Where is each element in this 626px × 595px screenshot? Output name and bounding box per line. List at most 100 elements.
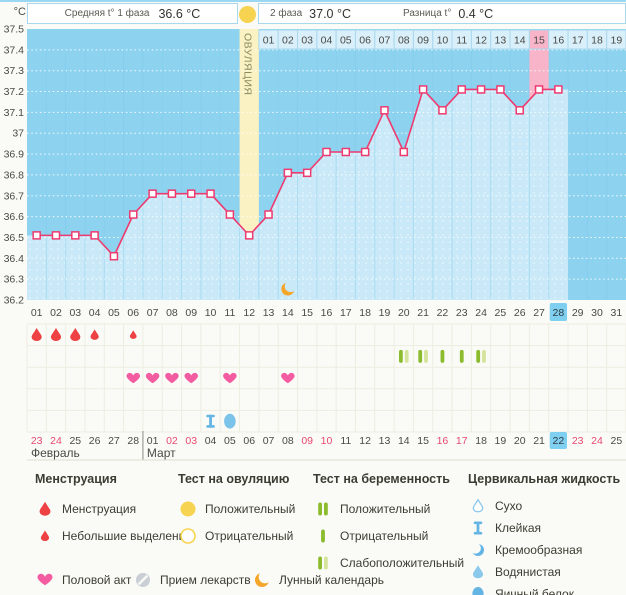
cycle-day-cell[interactable]: 08 xyxy=(166,307,178,319)
temp-point-day-19[interactable] xyxy=(380,106,389,115)
cycle-day-cell[interactable]: 29 xyxy=(572,307,584,319)
date-cell[interactable]: 21 xyxy=(533,435,545,447)
cycle-day-cell[interactable]: 06 xyxy=(127,307,139,319)
temp-point-day-21[interactable] xyxy=(418,85,428,94)
date-cell[interactable]: 26 xyxy=(89,435,101,447)
cycle-day-cell[interactable]: 18 xyxy=(359,307,371,319)
temp-point-day-13[interactable] xyxy=(264,210,273,219)
date-cell[interactable]: 25 xyxy=(69,435,81,447)
date-cell[interactable]: 06 xyxy=(243,435,255,447)
temp-point-day-15[interactable] xyxy=(302,168,312,178)
date-cell[interactable]: 02 xyxy=(166,435,178,447)
phase2-day-label: 11 xyxy=(456,35,467,47)
cycle-day-cell[interactable]: 25 xyxy=(495,307,507,319)
date-cell[interactable]: 11 xyxy=(340,435,351,447)
cycle-day-cell[interactable]: 11 xyxy=(224,307,235,319)
cycle-day-cell[interactable]: 05 xyxy=(108,307,120,319)
date-cell[interactable]: 09 xyxy=(301,435,313,447)
cycle-day-cell[interactable]: 13 xyxy=(263,307,275,319)
cycle-day-cell[interactable]: 31 xyxy=(610,307,622,319)
oval-filled-icon xyxy=(472,587,484,595)
cycle-day-cell[interactable]: 23 xyxy=(456,307,468,319)
date-cell[interactable]: 24 xyxy=(50,435,62,447)
date-cell[interactable]: 03 xyxy=(185,435,197,447)
temp-point-day-6[interactable] xyxy=(129,210,138,219)
date-cell[interactable]: 25 xyxy=(610,435,622,447)
cycle-day-cell[interactable]: 10 xyxy=(205,307,217,319)
cycle-day-cell[interactable]: 09 xyxy=(185,307,197,319)
temp-point-day-26[interactable] xyxy=(515,106,524,115)
legend-item-label: Положительный xyxy=(205,501,296,516)
temp-point-day-20[interactable] xyxy=(399,147,409,157)
date-cell[interactable]: 18 xyxy=(475,435,487,447)
temp-point-day-4[interactable] xyxy=(90,231,99,240)
temp-point-day-25[interactable] xyxy=(496,85,505,94)
temp-point-day-18[interactable] xyxy=(360,147,370,157)
date-cell[interactable]: 14 xyxy=(398,435,410,447)
date-cell[interactable]: 10 xyxy=(321,435,333,447)
temp-point-day-7[interactable] xyxy=(148,189,157,198)
date-cell[interactable]: 05 xyxy=(224,435,236,447)
date-cell[interactable]: 28 xyxy=(127,435,139,447)
date-cell[interactable]: 17 xyxy=(456,435,468,447)
cycle-day-cell[interactable]: 17 xyxy=(340,307,352,319)
cycle-day-cell[interactable]: 24 xyxy=(475,307,487,319)
temp-point-day-28[interactable] xyxy=(554,85,563,94)
temp-point-day-27[interactable] xyxy=(534,85,544,94)
cycle-day-cell[interactable]: 12 xyxy=(243,307,255,319)
cycle-day-cell[interactable]: 03 xyxy=(69,307,81,319)
temp-point-day-14[interactable] xyxy=(283,168,293,178)
cycle-day-cell[interactable]: 21 xyxy=(417,307,429,319)
date-cell[interactable]: 23 xyxy=(572,435,584,447)
temp-point-day-2[interactable] xyxy=(51,231,61,240)
temp-point-day-12[interactable] xyxy=(244,231,254,240)
cycle-day-cell[interactable]: 26 xyxy=(514,307,526,319)
date-cell[interactable]: 08 xyxy=(282,435,294,447)
cycle-day-cell[interactable]: 20 xyxy=(398,307,410,319)
temp-point-day-23[interactable] xyxy=(457,85,467,94)
date-cell[interactable]: 16 xyxy=(437,435,449,447)
cycle-day-cell[interactable]: 15 xyxy=(301,307,313,319)
legend-section: Тест на беременность Положительный Отриц… xyxy=(313,472,464,576)
date-cell[interactable]: 20 xyxy=(514,435,526,447)
temp-point-day-5[interactable] xyxy=(109,251,119,261)
date-cell[interactable]: 15 xyxy=(417,435,429,447)
date-cell[interactable]: 22 xyxy=(553,435,565,447)
temp-point-day-16[interactable] xyxy=(322,147,331,157)
date-cell[interactable]: 07 xyxy=(263,435,275,447)
date-cell[interactable]: 04 xyxy=(205,435,217,447)
date-cell[interactable]: 23 xyxy=(31,435,43,447)
temp-point-day-17[interactable] xyxy=(341,147,351,157)
temp-point-day-8[interactable] xyxy=(167,189,177,198)
cycle-day-cell[interactable]: 28 xyxy=(553,307,565,319)
date-cell[interactable]: 12 xyxy=(359,435,371,447)
temp-point-day-9[interactable] xyxy=(186,189,196,198)
cycle-day-cell[interactable]: 27 xyxy=(533,307,545,319)
temp-point-day-1[interactable] xyxy=(32,231,41,240)
cycle-day-cell[interactable]: 02 xyxy=(50,307,62,319)
pregnancy-test-negative-icon xyxy=(440,349,445,363)
phase2-label: 2 фаза xyxy=(270,8,303,19)
cycle-day-cell[interactable]: 19 xyxy=(379,307,391,319)
temp-point-day-24[interactable] xyxy=(476,85,486,94)
legend-item-label: Яичный белок xyxy=(495,587,574,595)
cycle-day-cell[interactable]: 01 xyxy=(31,307,43,319)
cycle-day-cell[interactable]: 16 xyxy=(321,307,333,319)
date-cell[interactable]: 24 xyxy=(591,435,603,447)
temp-point-day-10[interactable] xyxy=(206,189,215,198)
date-cell[interactable]: 27 xyxy=(108,435,120,447)
date-cell[interactable]: 13 xyxy=(379,435,391,447)
temp-point-day-22[interactable] xyxy=(438,106,447,115)
date-cell[interactable]: 01 xyxy=(147,435,159,447)
cycle-day-cell[interactable]: 14 xyxy=(282,307,294,319)
cycle-day-cell[interactable]: 22 xyxy=(437,307,449,319)
phase2-stats-box: 2 фаза 37.0 °C Разница t° 0.4 °C xyxy=(258,3,626,24)
date-cell[interactable]: 19 xyxy=(495,435,507,447)
temp-point-day-3[interactable] xyxy=(71,231,80,240)
y-axis-tick-label: 36.5 xyxy=(4,232,25,244)
halfmoon-icon xyxy=(470,542,484,556)
cycle-day-cell[interactable]: 30 xyxy=(591,307,603,319)
temp-point-day-11[interactable] xyxy=(225,210,235,219)
cycle-day-cell[interactable]: 07 xyxy=(147,307,159,319)
cycle-day-cell[interactable]: 04 xyxy=(89,307,101,319)
